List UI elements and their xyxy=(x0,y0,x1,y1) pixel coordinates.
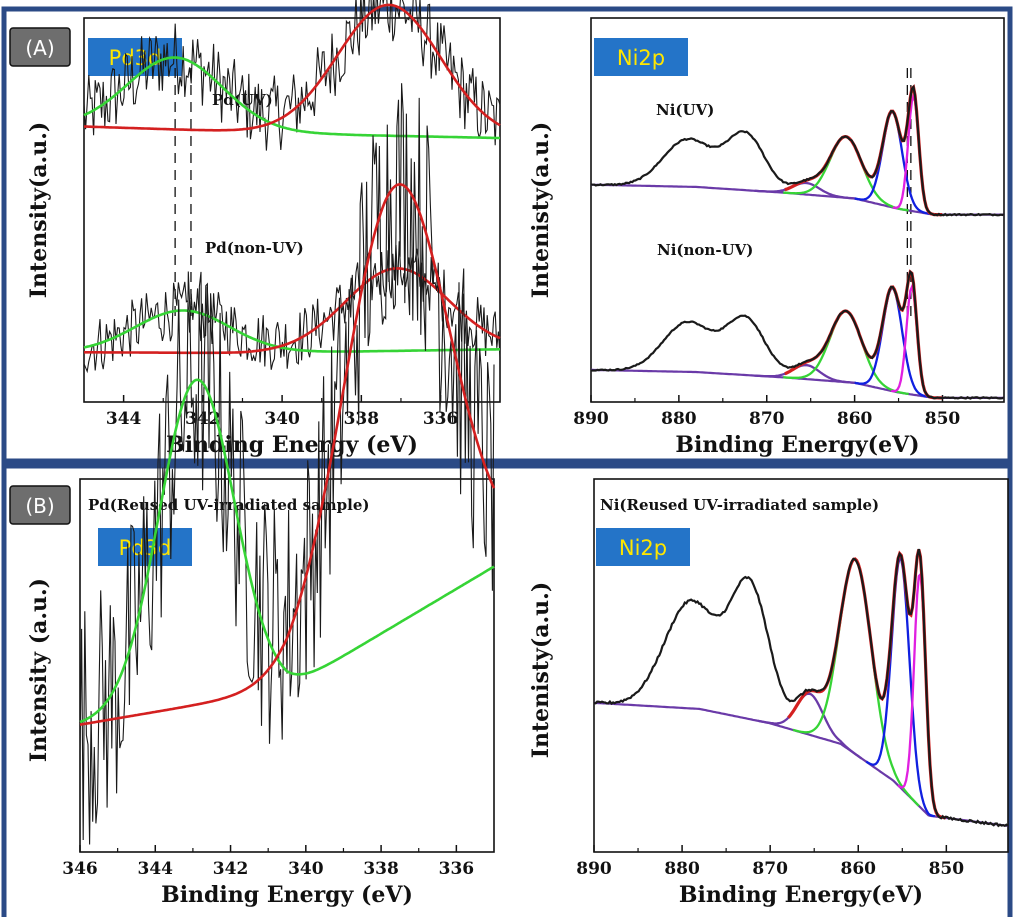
raw-spectrum xyxy=(590,84,1005,217)
panel-a-tag: (A) xyxy=(9,27,71,67)
x-tick-label: 336 xyxy=(439,859,475,879)
x-tick-label: 870 xyxy=(749,409,785,429)
raw-spectrum xyxy=(591,269,1005,400)
chart-title: Ni(Reused UV-irradiated sample) xyxy=(600,496,879,514)
plot-frame xyxy=(83,17,501,403)
x-tick-label: 338 xyxy=(344,409,380,429)
fit-red-curve xyxy=(83,3,501,132)
y-axis-title: Intenisty(a.u.) xyxy=(528,122,554,299)
x-axis-title: Binding Energy(eV) xyxy=(675,432,919,458)
badge-box xyxy=(594,38,688,76)
fit-background-curve xyxy=(591,368,1004,399)
x-tick-label: 870 xyxy=(752,859,788,879)
series-0: Pd(UV) xyxy=(83,0,501,151)
raw-spectrum xyxy=(79,83,495,845)
x-tick-label: 336 xyxy=(423,409,459,429)
fit-purple-curve xyxy=(754,363,859,385)
fit-purple-curve xyxy=(757,692,863,760)
x-tick-label: 860 xyxy=(841,859,877,879)
x-tick-label: 340 xyxy=(288,859,324,879)
x-tick-label: 338 xyxy=(363,859,399,879)
badge-box xyxy=(596,528,690,566)
panel-a-tag-box xyxy=(9,27,71,67)
x-tick-label: 344 xyxy=(106,409,142,429)
plot-frame xyxy=(590,17,1005,403)
x-tick-label: 346 xyxy=(62,859,98,879)
series-0 xyxy=(593,548,1009,828)
chart-a-ni2p: 890 880 870 860 850 Binding Energy(eV) Intenis… xyxy=(528,17,1005,458)
fit-green-curve xyxy=(83,309,500,353)
x-tick-label: 880 xyxy=(664,859,700,879)
x-tick-label: 890 xyxy=(576,859,612,879)
badge-label: Ni2p xyxy=(617,46,665,70)
fit-green-curve xyxy=(83,56,500,140)
fit-green-curve xyxy=(79,378,495,724)
series-1: Ni(non-UV) xyxy=(591,241,1005,400)
panel-a-frame xyxy=(1,6,1013,464)
series-label: Pd(non-UV) xyxy=(205,239,304,257)
fit-magenta-curve xyxy=(897,571,943,819)
raw-spectrum xyxy=(83,0,501,151)
fit-background-curve xyxy=(591,183,1004,216)
x-tick-label: 342 xyxy=(213,859,249,879)
fit-green-curve xyxy=(783,135,909,212)
series-1: Pd(non-UV) xyxy=(83,239,501,374)
x-axis-title: Binding Energy (eV) xyxy=(166,432,418,458)
x-tick-label: 890 xyxy=(573,409,609,429)
x-tick-label: 344 xyxy=(138,859,174,879)
badge-label: Ni2p xyxy=(619,536,667,560)
y-axis-title: Intensity(a.u.) xyxy=(26,122,52,299)
y-axis-title: Intensity (a.u.) xyxy=(26,578,52,762)
y-axis-title: Intenisty(a.u.) xyxy=(528,582,554,759)
x-axis-title: Binding Energy(eV) xyxy=(679,882,923,908)
raw-spectrum xyxy=(593,548,1009,828)
fit-red-curve xyxy=(84,267,501,355)
fit-purple-curve xyxy=(754,181,859,201)
x-axis-title: Binding Energy (eV) xyxy=(161,882,413,908)
panel-b-tag-box xyxy=(9,485,71,525)
series-label: Ni(non-UV) xyxy=(657,241,753,259)
fit-red-curve xyxy=(79,182,496,726)
panel-b-tag-label: (B) xyxy=(25,494,54,518)
x-tick-label: 850 xyxy=(925,409,961,429)
chart-b-ni2p: 890 880 870 860 850 Binding Energy(eV) Intenis… xyxy=(528,478,1009,908)
series-label: Ni(UV) xyxy=(656,101,714,119)
x-tick-label: 340 xyxy=(264,409,300,429)
plot-frame xyxy=(593,478,1009,853)
x-tick-label: 860 xyxy=(837,409,873,429)
chart-title: Pd(Reused UV-irradiated sample) xyxy=(88,496,370,514)
fit-green-curve xyxy=(792,557,920,807)
panel-a-tag-label: (A) xyxy=(25,36,54,60)
x-tick-label: 850 xyxy=(929,859,965,879)
fit-magenta-curve xyxy=(892,92,935,216)
panel-b-frame xyxy=(1,463,1013,917)
panel-b-tag: (B) xyxy=(9,485,71,525)
series-0: Ni(UV) xyxy=(590,84,1005,217)
fit-background-curve xyxy=(593,701,1009,827)
series-0 xyxy=(79,83,496,845)
x-tick-label: 880 xyxy=(661,409,697,429)
plot-frame xyxy=(79,478,495,853)
